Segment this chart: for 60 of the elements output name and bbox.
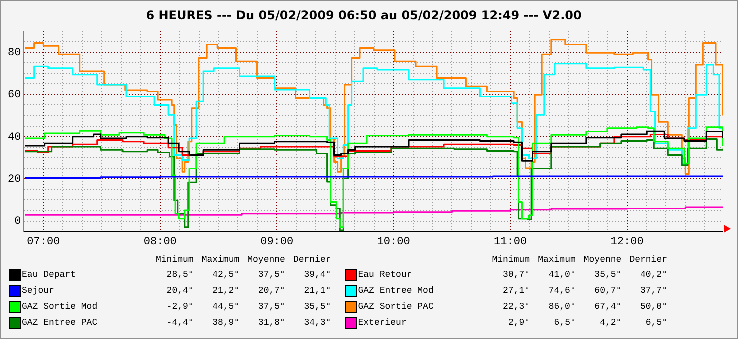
text: 44,5° — [212, 301, 241, 314]
text: 30,7° — [502, 269, 532, 282]
legend-label: GAZ Entree Mod — [357, 285, 435, 298]
text: 50,0° — [639, 301, 668, 314]
legend-label: Eau Depart — [21, 269, 78, 282]
legend-label: GAZ Sortie PAC — [357, 301, 435, 314]
text: 41,0° — [548, 269, 577, 282]
text: Moyenne — [582, 254, 623, 267]
text: Moyenne — [246, 254, 286, 267]
text: 42,5° — [212, 269, 241, 282]
text: 27,1° — [502, 285, 532, 298]
text: 35,5° — [303, 301, 332, 314]
text: Dernier — [292, 254, 332, 267]
y-tick-label: 0 — [14, 216, 22, 228]
text: 20,4° — [166, 285, 195, 298]
x-tick-label: 09:00 — [260, 236, 294, 248]
text: 35,5° — [594, 269, 623, 282]
text: 74,6° — [548, 285, 577, 298]
text: -2,9° — [166, 301, 195, 314]
x-tick-label: 07:00 — [27, 236, 60, 248]
text: 34,3° — [303, 317, 332, 330]
y-tick-label: 60 — [8, 90, 22, 102]
text: 60,7° — [594, 285, 623, 298]
x-tick-label: 10:00 — [377, 236, 410, 248]
text: 67,4° — [594, 301, 623, 314]
text: 39,4° — [303, 269, 332, 282]
text: Dernier — [628, 254, 668, 267]
text: 86,0° — [548, 301, 577, 314]
text: 21,2° — [212, 285, 241, 298]
x-tick-label: 08:00 — [144, 236, 177, 248]
text: 20,7° — [257, 285, 286, 298]
x-tick-label: 12:00 — [610, 236, 644, 248]
y-tick-label: 20 — [8, 174, 22, 186]
text: Minimum — [491, 254, 532, 267]
text: 40,2° — [639, 269, 668, 282]
legend-label: Sejour — [21, 285, 56, 298]
text: 37,5° — [257, 301, 286, 314]
text: 28,5° — [166, 269, 195, 282]
text: 2,9° — [507, 317, 532, 330]
y-tick-label: 80 — [8, 47, 22, 60]
legend-label: Exterieur — [357, 317, 408, 330]
text: 4,2° — [599, 317, 623, 330]
text: Maximum — [200, 254, 241, 267]
text: Maximum — [537, 254, 577, 267]
text: 6,5° — [644, 317, 668, 330]
y-tick-label: 40 — [8, 132, 22, 144]
text: 21,1° — [303, 285, 332, 298]
text: 37,7° — [639, 285, 668, 298]
text: -4,4° — [166, 317, 195, 330]
text: 31,8° — [257, 317, 286, 330]
legend-label: Eau Retour — [357, 269, 414, 282]
text: 38,9° — [212, 317, 241, 330]
text: Minimum — [155, 254, 195, 267]
x-tick-label: 11:00 — [494, 236, 528, 248]
text: 22,3° — [502, 301, 532, 314]
legend-label: GAZ Entree PAC — [21, 317, 99, 330]
chart-title: 6 HEURES --- Du 05/02/2009 06:50 au 05/02/2009 12:49 --- V2.00 — [146, 8, 582, 22]
legend-label: GAZ Sortie Mod — [21, 301, 99, 314]
text: 37,5° — [257, 269, 286, 282]
text: 6,5° — [553, 317, 577, 330]
